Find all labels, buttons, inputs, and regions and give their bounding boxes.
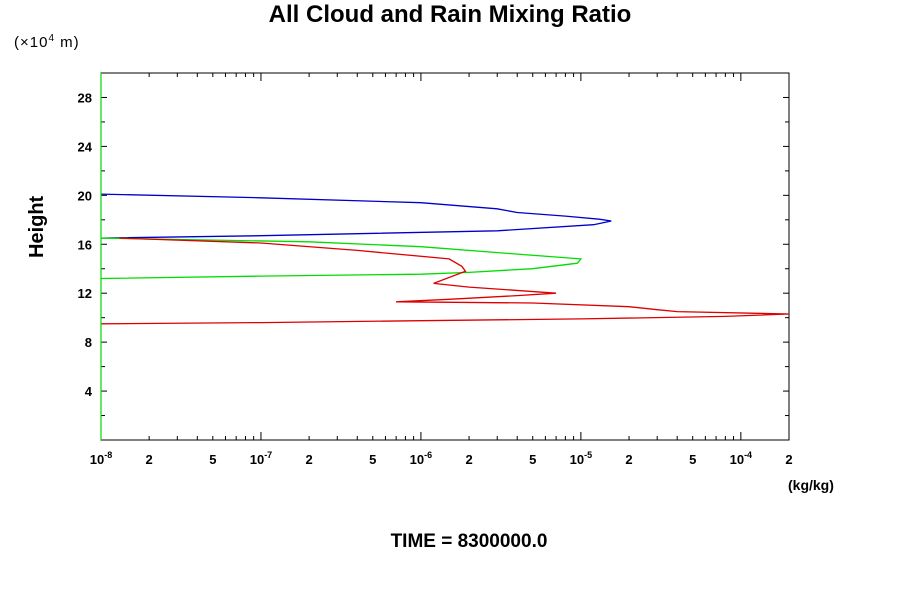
y-tick-label: 20 — [78, 188, 92, 203]
x-tick-label: 10-8 — [90, 450, 112, 467]
x-tick-label: 5 — [209, 452, 216, 467]
x-axis-label: (kg/kg) — [788, 477, 834, 493]
x-tick-label: 10-4 — [730, 450, 752, 467]
x-tick-label: 2 — [785, 452, 792, 467]
series-line-1 — [100, 193, 612, 239]
y-tick-label: 4 — [85, 384, 93, 399]
plot-frame — [100, 72, 790, 441]
x-tick-label: 10-5 — [570, 450, 592, 467]
x-tick-label: 2 — [465, 452, 472, 467]
y-unit-label: (×104 m) — [14, 33, 80, 51]
series-line-2 — [100, 237, 583, 280]
series-line-3 — [100, 237, 790, 325]
x-tick-label: 10-6 — [410, 450, 432, 467]
y-tick-label: 12 — [78, 286, 92, 301]
x-tick-label: 2 — [625, 452, 632, 467]
x-tick-label: 5 — [369, 452, 376, 467]
x-tick-label: 2 — [146, 452, 153, 467]
time-label: TIME = 8300000.0 — [390, 531, 548, 552]
y-tick-label: 8 — [85, 335, 92, 350]
x-tick-label: 5 — [689, 452, 696, 467]
y-tick-label: 28 — [78, 90, 92, 105]
y-tick-label: 24 — [78, 139, 93, 154]
x-tick-label: 2 — [305, 452, 312, 467]
x-tick-label: 5 — [529, 452, 536, 467]
x-tick-label: 10-7 — [250, 450, 272, 467]
chart-title: All Cloud and Rain Mixing Ratio — [268, 1, 632, 28]
y-tick-label: 16 — [78, 237, 92, 252]
